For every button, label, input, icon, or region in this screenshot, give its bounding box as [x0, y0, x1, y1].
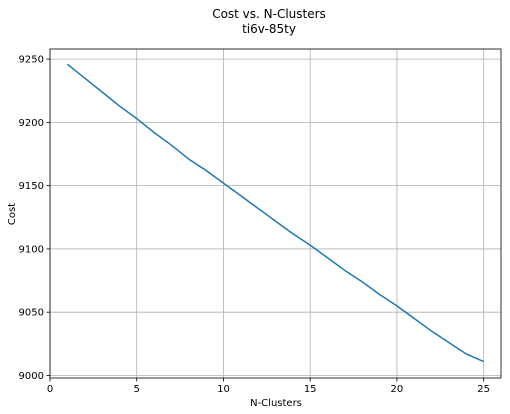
- chart-title: Cost vs. N-Clusters: [212, 7, 326, 21]
- x-tick-label: 25: [477, 384, 490, 395]
- y-tick-label: 9250: [19, 55, 44, 66]
- x-tick-label: 20: [391, 384, 404, 395]
- chart-subtitle: ti6v-85ty: [242, 22, 296, 36]
- y-tick-label: 9050: [19, 308, 44, 319]
- y-tick-label: 9000: [19, 371, 44, 382]
- x-axis-label: N-Clusters: [250, 398, 302, 409]
- x-tick-label: 15: [304, 384, 317, 395]
- grid: [49, 49, 501, 378]
- x-tick-label: 0: [47, 384, 53, 395]
- ticks: 0 5 10 15 20 25 9000 9050 9100 9150 9200 9250: [19, 55, 490, 395]
- series-line: [66, 63, 484, 363]
- plot-frame: [49, 48, 502, 379]
- y-axis-label: Cost: [7, 203, 18, 225]
- x-tick-label: 5: [134, 384, 140, 395]
- y-tick-label: 9200: [19, 118, 44, 129]
- series-layer: [66, 63, 484, 363]
- x-tick-label: 10: [217, 384, 230, 395]
- y-tick-label: 9150: [19, 181, 44, 192]
- y-tick-label: 9100: [19, 244, 44, 255]
